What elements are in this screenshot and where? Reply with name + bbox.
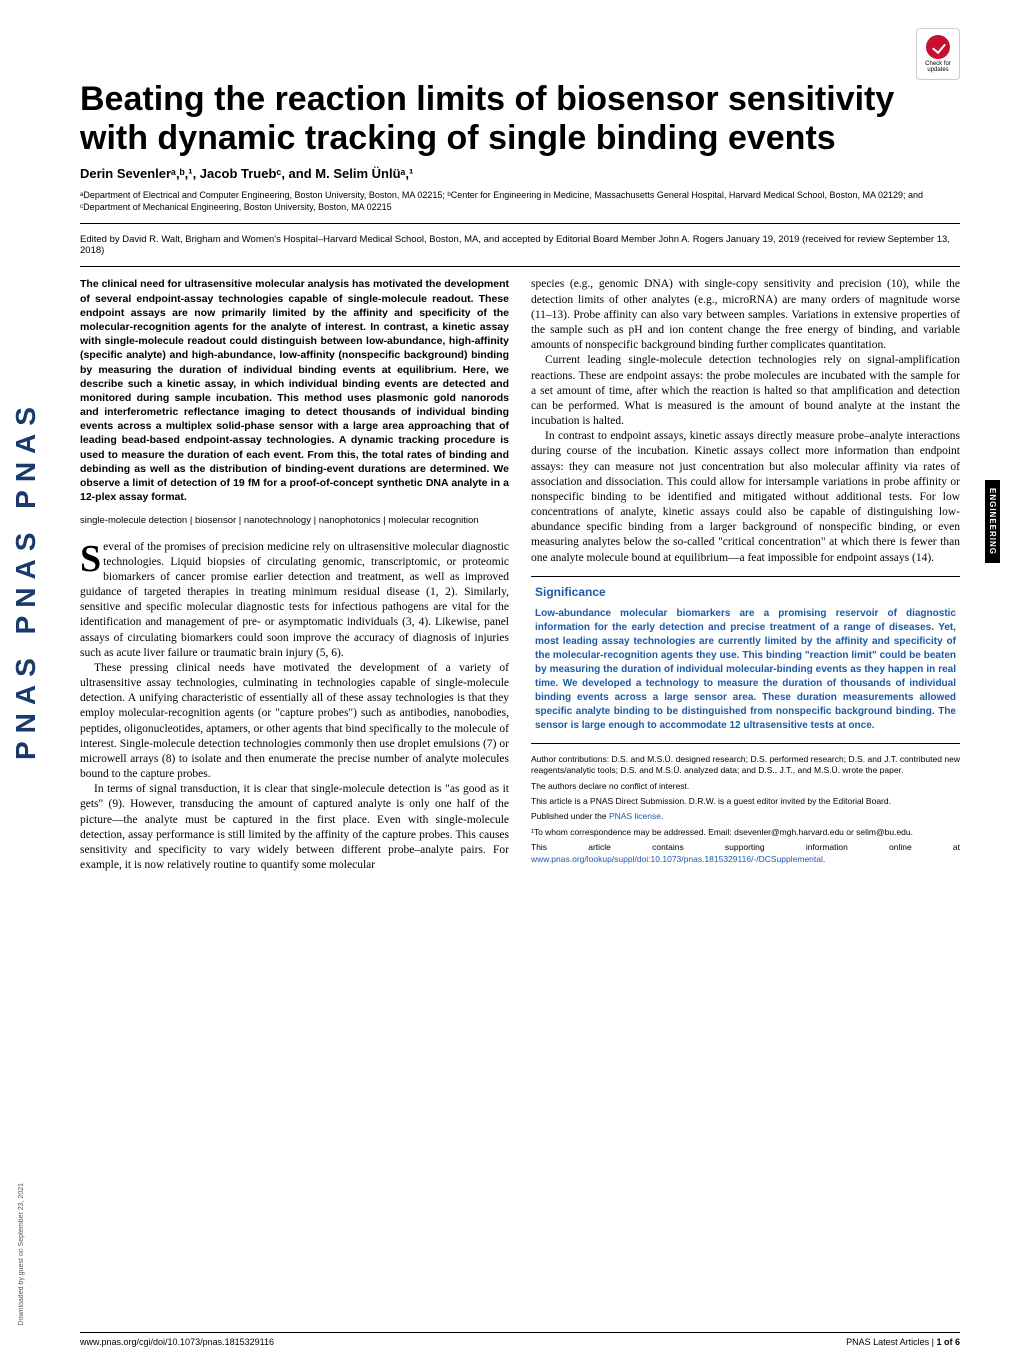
edited-by: Edited by David R. Walt, Brigham and Wom… (80, 234, 960, 256)
body-r-p1: species (e.g., genomic DNA) with single-… (531, 277, 960, 353)
dropcap: S (80, 540, 103, 574)
license-line: Published under the PNAS license. (531, 811, 960, 822)
download-note: Downloaded by guest on September 23, 202… (18, 1183, 25, 1325)
affiliations: ᵃDepartment of Electrical and Computer E… (80, 189, 960, 213)
body-p3: In terms of signal transduction, it is c… (80, 782, 509, 873)
two-column-layout: The clinical need for ultrasensitive mol… (80, 277, 960, 873)
divider (80, 266, 960, 267)
divider (80, 223, 960, 224)
significance-box: Significance Low-abundance molecular bio… (531, 576, 960, 744)
submission-note: This article is a PNAS Direct Submission… (531, 796, 960, 807)
footer-page: PNAS Latest Articles | 1 of 6 (846, 1337, 960, 1347)
significance-title: Significance (535, 585, 956, 601)
supplemental-line: This article contains supporting informa… (531, 842, 960, 865)
conflict-statement: The authors declare no conflict of inter… (531, 781, 960, 792)
keywords: single-molecule detection | biosensor | … (80, 514, 509, 527)
article-title: Beating the reaction limits of biosensor… (80, 80, 960, 158)
body-r-p3: In contrast to endpoint assays, kinetic … (531, 429, 960, 566)
abstract: The clinical need for ultrasensitive mol… (80, 277, 509, 504)
body-r-p2: Current leading single-molecule detectio… (531, 353, 960, 429)
body-p2: These pressing clinical needs have motiv… (80, 661, 509, 782)
supplemental-link[interactable]: www.pnas.org/lookup/suppl/doi:10.1073/pn… (531, 854, 823, 864)
body-left: Several of the promises of precision med… (80, 540, 509, 874)
right-column: species (e.g., genomic DNA) with single-… (531, 277, 960, 873)
body-right: species (e.g., genomic DNA) with single-… (531, 277, 960, 565)
body-p1: everal of the promises of precision medi… (80, 541, 509, 659)
footer-doi: www.pnas.org/cgi/doi/10.1073/pnas.181532… (80, 1337, 274, 1347)
page-footer: www.pnas.org/cgi/doi/10.1073/pnas.181532… (80, 1332, 960, 1347)
correspondence: ¹To whom correspondence may be addressed… (531, 827, 960, 838)
author-contributions: Author contributions: D.S. and M.S.Ü. de… (531, 754, 960, 777)
significance-text: Low-abundance molecular biomarkers are a… (535, 607, 956, 733)
pnas-license-link[interactable]: PNAS license (609, 811, 661, 821)
left-column: The clinical need for ultrasensitive mol… (80, 277, 509, 873)
footnotes: Author contributions: D.S. and M.S.Ü. de… (531, 754, 960, 866)
author-list: Derin Sevenlerᵃ,ᵇ,¹, Jacob Truebᶜ, and M… (80, 166, 960, 181)
